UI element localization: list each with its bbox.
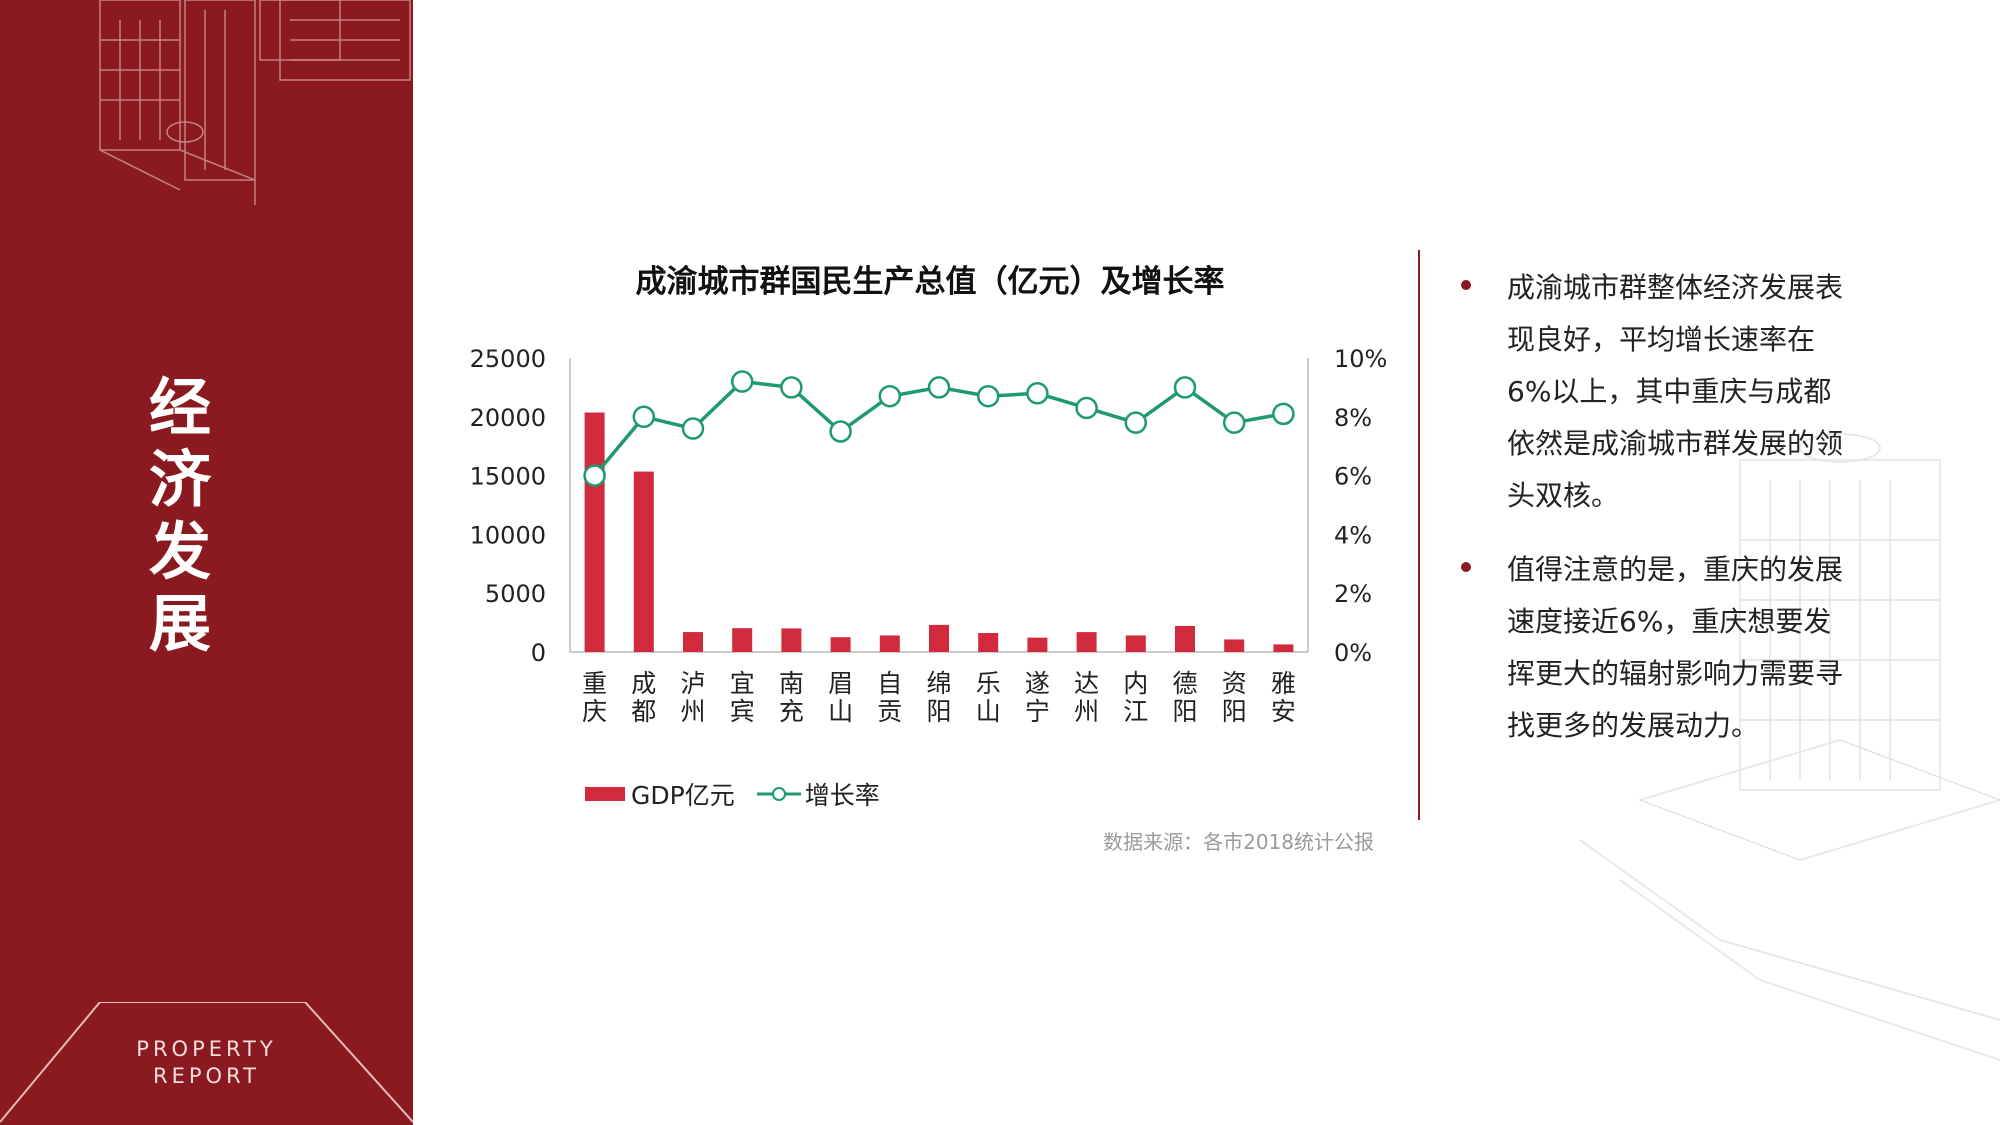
gdp-growth-chart: 0 5000 10000 15000 20000 25000 0% 2% 4% 6% 8% 10% 重庆… [470,345,1388,726]
gdp-bar [830,637,851,652]
growth-rate-point [780,376,803,399]
left-axis-tick-label: 5000 [485,580,546,608]
badge-line: REPORT [153,1064,260,1088]
category-label: 内江 [1123,669,1148,726]
gdp-bar [1273,644,1294,652]
category-label: 遂宁 [1025,669,1050,726]
legend-line-swatch [756,787,801,801]
growth-rate-point [1075,396,1098,420]
left-axis-tick-label: 10000 [470,521,546,549]
gdp-bar [683,632,703,652]
category-label: 雅安 [1271,669,1296,726]
category-label: 达州 [1074,669,1099,726]
sidebar: 经 济 发 展 PROPERTY REPORT [0,0,413,1125]
category-label: 重庆 [582,669,607,726]
insight-list: 成渝城市群整体经济发展表现良好，平均增长速率在6%以上，其中重庆与成都依然是成渝… [1455,262,1855,774]
gdp-bar [879,635,900,652]
gdp-bar [929,624,949,652]
gdp-bar [584,412,605,652]
chart-legend: GDP亿元 增长率 [585,778,880,810]
category-label: 泸州 [680,669,705,726]
data-source: 数据来源：各市2018统计公报 [1103,830,1374,854]
category-label: 眉山 [828,669,853,726]
gdp-bar [1027,637,1048,652]
report-badge: PROPERTY REPORT [0,1036,413,1090]
category-label: 绵阳 [926,669,951,726]
category-label: 资阳 [1222,669,1247,726]
gdp-bar [1076,632,1097,652]
growth-rate-point [632,405,656,429]
category-label: 乐山 [976,669,1001,726]
gdp-bar [732,628,753,652]
growth-rate-point [583,464,606,487]
growth-rate-point [1026,382,1049,405]
bullet-dot-icon [1461,562,1471,572]
gdp-bar [978,633,999,652]
right-axis-tick-label: 8% [1334,404,1372,432]
legend-bar-swatch [585,787,625,801]
growth-rate-point [1222,411,1246,434]
growth-rate-point [1272,402,1295,426]
growth-rate-point [1173,376,1197,399]
left-axis-tick-label: 0 [531,639,546,667]
insight-item: 值得注意的是，重庆的发展速度接近6%，重庆想要发挥更大的辐射影响力需要寻找更多的… [1455,544,1855,752]
gdp-bar [1224,639,1245,652]
right-axis-tick-label: 2% [1334,580,1372,608]
gdp-bar [633,471,654,652]
category-label: 自贡 [877,669,902,726]
growth-rate-point [976,384,1000,408]
growth-rate-point [1124,411,1148,434]
section-title-char: 展 [148,587,211,660]
right-axis-tick-label: 10% [1334,345,1387,373]
building-illustration [99,0,411,205]
category-label: 宜宾 [730,669,755,726]
insight-text: 值得注意的是，重庆的发展速度接近6%，重庆想要发挥更大的辐射影响力需要寻找更多的… [1507,553,1844,742]
insight-text: 成渝城市群整体经济发展表现良好，平均增长速率在6%以上，其中重庆与成都依然是成渝… [1507,271,1844,512]
insight-item: 成渝城市群整体经济发展表现良好，平均增长速率在6%以上，其中重庆与成都依然是成渝… [1455,262,1855,522]
left-axis-tick-label: 20000 [470,404,546,432]
left-axis-tick-label: 15000 [470,463,546,491]
category-label: 南充 [779,669,804,726]
section-title-char: 发 [148,515,211,588]
gdp-bar [781,628,802,652]
growth-rate-point [927,376,951,399]
left-axis-tick-label: 25000 [470,345,546,373]
growth-rate-point [878,384,902,408]
gdp-bar [1175,625,1195,652]
background-building-illustration [1579,433,2000,1061]
report-badge-frame [0,1002,413,1123]
section-title: 经 济 发 展 [145,372,215,660]
category-label: 德阳 [1172,669,1197,726]
growth-rate-point [730,370,754,393]
chart-title: 成渝城市群国民生产总值（亿元）及增长率 [635,264,1225,300]
right-axis-tick-label: 0% [1334,639,1372,667]
section-title-char: 经 [148,371,211,444]
divider [1418,250,1420,820]
growth-rate-point [681,417,705,440]
gdp-bar [1125,635,1146,652]
badge-line: PROPERTY [136,1037,277,1061]
section-title-char: 济 [148,443,211,516]
right-axis-tick-label: 4% [1334,521,1372,549]
legend-bar-label: GDP亿元 [631,781,735,810]
growth-rate-point [829,420,852,443]
right-axis-tick-label: 6% [1334,463,1372,491]
category-label: 成都 [631,669,656,726]
bullet-dot-icon [1461,280,1471,290]
legend-line-label: 增长率 [804,781,880,810]
